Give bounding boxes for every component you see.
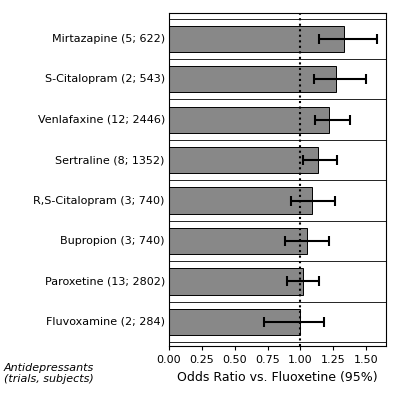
Bar <box>168 26 343 52</box>
Text: Paroxetine (13; 2802): Paroxetine (13; 2802) <box>45 276 164 286</box>
Text: S-Citalopram (2; 543): S-Citalopram (2; 543) <box>45 74 164 84</box>
Text: R,S-Citalopram (3; 740): R,S-Citalopram (3; 740) <box>33 196 164 206</box>
Text: Venlafaxine (12; 2446): Venlafaxine (12; 2446) <box>37 115 164 125</box>
Bar <box>168 66 335 93</box>
Bar <box>168 268 302 294</box>
Bar <box>168 228 306 254</box>
Bar <box>168 309 300 335</box>
X-axis label: Odds Ratio vs. Fluoxetine (95%): Odds Ratio vs. Fluoxetine (95%) <box>176 371 377 384</box>
Bar <box>168 147 317 173</box>
Text: Antidepressants
(trials, subjects): Antidepressants (trials, subjects) <box>4 363 94 384</box>
Bar <box>168 187 312 214</box>
Text: Mirtazapine (5; 622): Mirtazapine (5; 622) <box>52 34 164 44</box>
Text: Fluvoxamine (2; 284): Fluvoxamine (2; 284) <box>46 317 164 327</box>
Bar <box>168 106 328 133</box>
Text: Bupropion (3; 740): Bupropion (3; 740) <box>60 236 164 246</box>
Text: Sertraline (8; 1352): Sertraline (8; 1352) <box>55 155 164 165</box>
